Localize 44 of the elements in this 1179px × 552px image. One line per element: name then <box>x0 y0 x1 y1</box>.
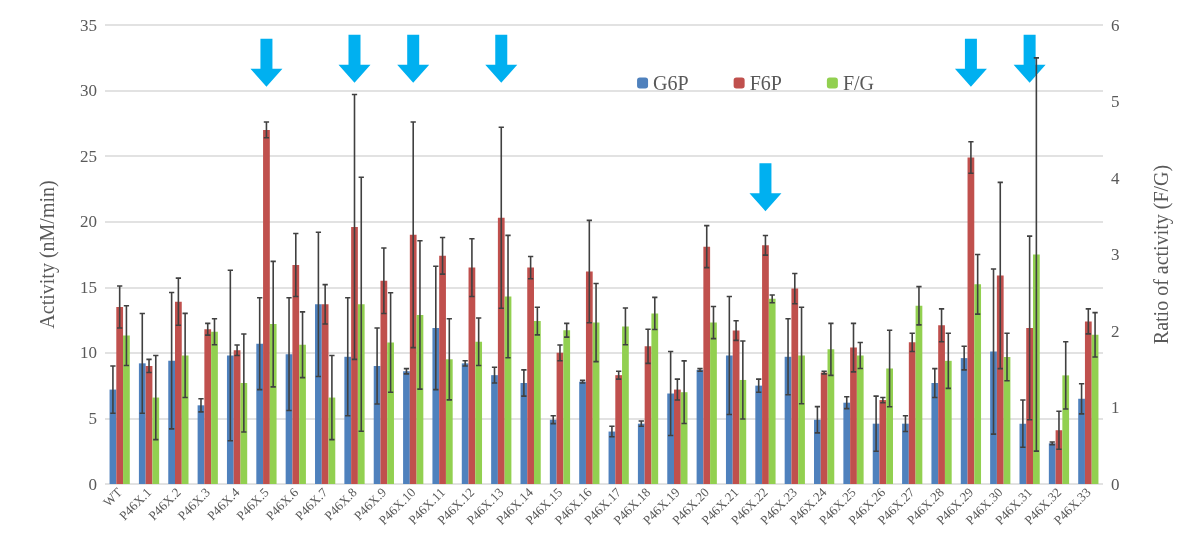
y-tick-label: 35 <box>80 15 97 35</box>
bar <box>667 393 675 484</box>
y2-tick-label: 4 <box>1111 168 1120 188</box>
bar <box>315 304 322 484</box>
y2-tick-label: 5 <box>1111 92 1120 111</box>
bar <box>931 383 939 484</box>
legend-label: F6P <box>749 72 782 94</box>
y-tick-label: 25 <box>80 146 97 166</box>
x-tick-label: WT <box>100 484 126 510</box>
y-axis-title: Activity (nM/min) <box>36 180 59 329</box>
bar <box>902 423 909 484</box>
bar <box>263 129 270 484</box>
bar <box>168 360 176 484</box>
bar <box>461 363 469 484</box>
y2-tick-label: 1 <box>1111 398 1120 417</box>
bar <box>637 423 645 484</box>
y2-tick-label: 2 <box>1111 321 1120 341</box>
y-tick-label: 15 <box>80 277 97 297</box>
y-tick-label: 20 <box>80 212 97 232</box>
y-tick-label: 5 <box>88 408 97 428</box>
bar <box>755 385 763 484</box>
bar <box>403 371 410 484</box>
bar <box>491 375 498 484</box>
bar <box>1048 443 1056 484</box>
legend-label: G6P <box>653 72 689 94</box>
bar <box>1078 398 1085 484</box>
y-tick-label: 0 <box>88 474 97 494</box>
bar <box>960 358 968 484</box>
legend-label: F/G <box>842 72 874 94</box>
bar <box>990 351 997 484</box>
bar <box>725 355 733 484</box>
y2-tick-label: 0 <box>1111 474 1120 494</box>
bar <box>321 304 329 484</box>
bar <box>579 381 586 484</box>
y2-axis-title: Ratio of activity (F/G) <box>1150 164 1173 345</box>
bar <box>814 419 821 484</box>
bar <box>520 383 528 484</box>
bar <box>843 402 851 484</box>
y-tick-label: 10 <box>80 343 97 363</box>
bar <box>549 419 557 484</box>
y2-tick-label: 6 <box>1111 15 1120 35</box>
y-tick-label: 30 <box>80 81 97 101</box>
bar <box>256 343 264 484</box>
y2-tick-label: 3 <box>1111 245 1120 264</box>
